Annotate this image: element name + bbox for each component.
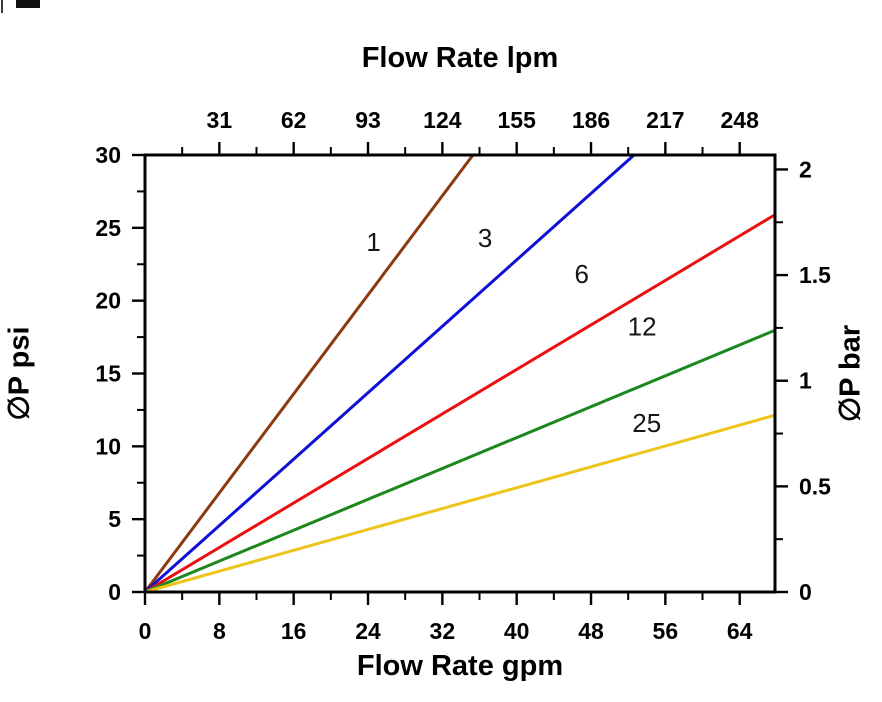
window-edge-artifact <box>1 0 3 13</box>
series-line-3 <box>144 153 636 594</box>
right-axis-tick-label: 0.5 <box>799 473 831 499</box>
left-axis-tick-label: 0 <box>108 579 121 605</box>
top-axis-tick-label: 186 <box>572 107 610 133</box>
bottom-axis-tick-label: 64 <box>727 618 753 644</box>
bottom-axis-tick-label: 56 <box>653 618 679 644</box>
top-axis-tick-label: 217 <box>646 107 684 133</box>
toolbar-fragment-artifact <box>16 0 40 8</box>
plot-border <box>143 153 777 594</box>
series-line-label-25: 25 <box>632 408 661 438</box>
right-axis-tick-label: 2 <box>799 156 812 182</box>
series-line-label-6: 6 <box>574 259 588 289</box>
top-axis-tick-label: 62 <box>281 107 307 133</box>
top-axis-tick-label: 124 <box>423 107 462 133</box>
left-axis-tick-label: 5 <box>108 506 121 532</box>
left-axis-tick-label: 20 <box>95 288 121 314</box>
series-line-1 <box>143 154 475 593</box>
bottom-axis-tick-label: 48 <box>578 618 604 644</box>
series-line-label-1: 1 <box>366 227 380 257</box>
series-line-6 <box>144 213 776 594</box>
series-line-label-3: 3 <box>478 223 492 253</box>
bottom-axis-tick-label: 32 <box>430 618 456 644</box>
left-axis-tick-label: 30 <box>95 142 121 168</box>
top-axis-title: Flow Rate lpm <box>361 42 559 74</box>
top-axis-tick-label: 93 <box>355 107 381 133</box>
series-line-label-12: 12 <box>628 312 657 342</box>
bottom-axis-tick-label: 0 <box>139 618 152 644</box>
bottom-axis-title: Flow Rate gpm <box>356 650 564 682</box>
left-axis-tick-label: 15 <box>95 361 121 387</box>
right-axis-tick-label: 1 <box>799 368 812 394</box>
series-line-12 <box>144 328 776 594</box>
bottom-axis-tick-label: 40 <box>504 618 530 644</box>
top-axis-tick-label: 155 <box>497 107 536 133</box>
bottom-axis-tick-label: 8 <box>213 618 226 644</box>
series-line-25 <box>144 413 776 594</box>
top-axis-tick-label: 31 <box>207 107 233 133</box>
bottom-axis-tick-label: 16 <box>281 618 307 644</box>
top-axis-tick-label: 248 <box>721 107 760 133</box>
left-axis-tick-label: 25 <box>95 215 121 241</box>
bottom-axis-tick-label: 24 <box>355 618 381 644</box>
right-axis-tick-label: 1.5 <box>799 262 831 288</box>
left-axis-tick-label: 10 <box>95 433 121 459</box>
right-axis-tick-label: 0 <box>799 579 812 605</box>
